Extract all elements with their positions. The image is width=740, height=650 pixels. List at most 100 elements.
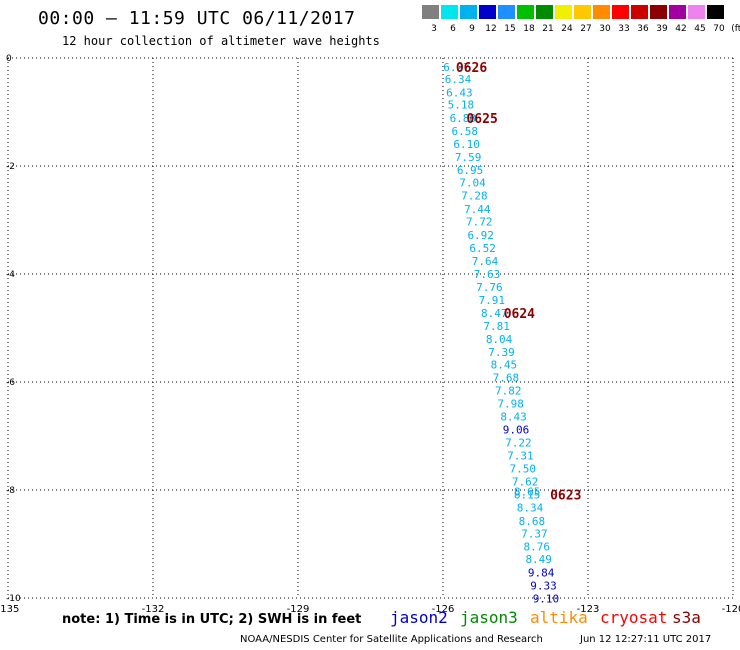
wave-height-label: 9.06 xyxy=(503,424,530,437)
x-tick-label: -135 xyxy=(0,604,19,615)
colorbar-label: 6 xyxy=(450,24,456,34)
time-label: 0625 xyxy=(466,112,497,127)
chart-subtitle: 12 hour collection of altimeter wave hei… xyxy=(62,34,380,48)
y-tick-label: -10 xyxy=(6,594,21,604)
x-tick-label: -132 xyxy=(142,604,165,615)
colorbar-swatch xyxy=(631,5,648,19)
wave-height-label: 6.92 xyxy=(467,229,494,242)
time-label: 0624 xyxy=(504,307,535,322)
colorbar-label: 3 xyxy=(431,24,437,34)
colorbar-label: 30 xyxy=(599,24,611,34)
colorbar-label: 42 xyxy=(675,24,687,34)
wave-height-label: 9.33 xyxy=(530,580,557,593)
colorbar-label: 12 xyxy=(485,24,497,34)
colorbar-swatch xyxy=(517,5,534,19)
wave-height-label: 9.10 xyxy=(533,593,560,606)
colorbar-unit: (ft) xyxy=(731,24,740,34)
colorbar-swatch xyxy=(441,5,458,19)
colorbar-swatch xyxy=(688,5,705,19)
colorbar-swatch xyxy=(669,5,686,19)
wave-height-label: 7.63 xyxy=(474,268,501,281)
generation-timestamp: Jun 12 12:27:11 UTC 2017 xyxy=(580,634,712,645)
x-tick-label: -126 xyxy=(432,604,455,615)
wave-height-label: 6.27 xyxy=(443,61,470,74)
colorbar-swatch xyxy=(574,5,591,19)
wave-height-label: 6.58 xyxy=(452,125,479,138)
colorbar-swatch xyxy=(460,5,477,19)
time-label: 0623 xyxy=(550,488,581,503)
colorbar-swatch xyxy=(555,5,572,19)
wave-height-label: 8.68 xyxy=(519,515,546,528)
x-tick-label: -129 xyxy=(287,604,310,615)
wave-height-label: 9.84 xyxy=(528,567,555,580)
wave-height-label: 7.76 xyxy=(476,281,503,294)
wave-height-label: 8.49 xyxy=(525,553,552,566)
colorbar-label: 45 xyxy=(694,24,706,34)
wave-height-label: 6.52 xyxy=(469,242,496,255)
wave-height-label: 8.04 xyxy=(486,333,513,346)
legend-cryosat: cryosat xyxy=(600,608,668,627)
colorbar-swatch xyxy=(593,5,610,19)
colorbar-label: 21 xyxy=(542,24,554,34)
wave-height-label: 7.37 xyxy=(521,528,548,541)
colorbar-label: 33 xyxy=(618,24,630,34)
colorbar-label: 9 xyxy=(469,24,475,34)
wave-height-label: 7.64 xyxy=(472,255,499,268)
wave-height-label: 7.39 xyxy=(488,346,515,359)
colorbar-swatch xyxy=(650,5,667,19)
wave-height-label: 7.44 xyxy=(464,203,491,216)
colorbar-label: 18 xyxy=(523,24,535,34)
wave-height-label: 7.31 xyxy=(507,449,534,462)
wave-height-label: 7.82 xyxy=(495,385,522,398)
y-tick-label: -2 xyxy=(6,162,15,172)
wave-height-label: 7.50 xyxy=(510,462,537,475)
colorbar-swatch xyxy=(612,5,629,19)
wave-height-label: 7.98 xyxy=(497,398,524,411)
colorbar-label: 24 xyxy=(561,24,573,34)
colorbar-label: 15 xyxy=(504,24,516,34)
colorbar-swatch xyxy=(479,5,496,19)
wave-height-label: 7.91 xyxy=(479,294,506,307)
y-tick-label: 0 xyxy=(6,54,12,64)
wave-height-label: 7.28 xyxy=(461,190,488,203)
colorbar-swatch xyxy=(422,5,439,19)
y-tick-label: -4 xyxy=(6,270,15,280)
wave-height-label: 5.18 xyxy=(448,98,475,111)
wave-height-label: 6.10 xyxy=(453,138,480,151)
chart-title: 00:00 — 11:59 UTC 06/11/2017 xyxy=(38,8,356,29)
wave-height-label: 8.45 xyxy=(491,359,518,372)
wave-height-label: 7.72 xyxy=(466,216,493,229)
wave-height-label: 8.65 xyxy=(514,486,541,499)
wave-height-label: 6.88 xyxy=(450,112,477,125)
colorbar-swatch xyxy=(536,5,553,19)
colorbar-swatch xyxy=(498,5,515,19)
x-tick-label: -123 xyxy=(577,604,600,615)
wave-height-label: 8.15 xyxy=(514,488,541,501)
colorbar-label: 27 xyxy=(580,24,592,34)
wave-height-label: 8.76 xyxy=(524,541,551,554)
legend-jason3: jason3 xyxy=(460,608,518,627)
wave-height-label: 7.04 xyxy=(459,177,486,190)
wave-height-label: 6.34 xyxy=(445,73,472,86)
legend-jason2: jason2 xyxy=(390,608,448,627)
wave-height-label: 7.62 xyxy=(512,475,539,488)
legend-s3a: s3a xyxy=(672,608,701,627)
wave-height-label: 6.43 xyxy=(446,87,473,100)
wave-height-label: 8.47 xyxy=(481,307,508,320)
time-label: 0626 xyxy=(456,61,487,76)
wave-height-label: 7.59 xyxy=(455,151,482,164)
wave-height-label: 7.22 xyxy=(505,436,532,449)
legend-altika: altika xyxy=(530,608,588,627)
colorbar-swatch xyxy=(707,5,724,19)
colorbar-label: 36 xyxy=(637,24,649,34)
wave-height-label: 7.81 xyxy=(483,320,510,333)
colorbar-label: 70 xyxy=(713,24,725,34)
wave-height-label: 6.95 xyxy=(457,164,484,177)
y-tick-label: -6 xyxy=(6,378,15,388)
y-tick-label: -8 xyxy=(6,486,15,496)
x-tick-label: -120 xyxy=(722,604,740,615)
wave-height-map: -135 -132 -129 -126 -123 -120 0 -2 -4 -6 -8 -10 6.27… xyxy=(0,54,740,615)
colorbar-label: 39 xyxy=(656,24,668,34)
wave-height-label: 7.68 xyxy=(493,372,520,385)
credit-line: NOAA/NESDIS Center for Satellite Applica… xyxy=(240,634,543,645)
